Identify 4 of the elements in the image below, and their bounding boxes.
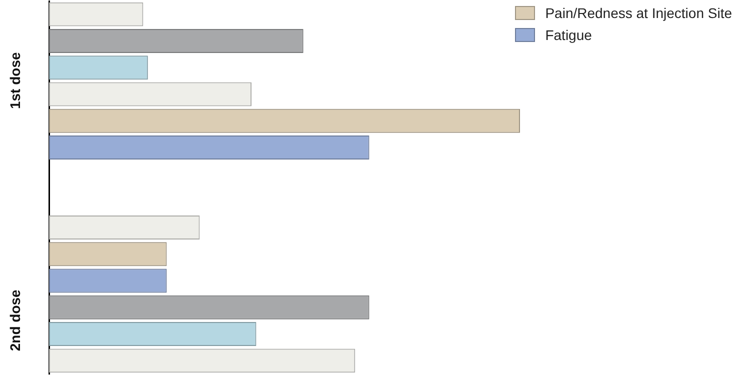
legend-label: Pain/Redness at Injection Site	[545, 5, 732, 21]
y-tick-label: 2nd dose	[6, 289, 23, 352]
legend-label: Fatigue	[545, 27, 592, 43]
y-tick-label: 1st dose	[6, 52, 23, 110]
